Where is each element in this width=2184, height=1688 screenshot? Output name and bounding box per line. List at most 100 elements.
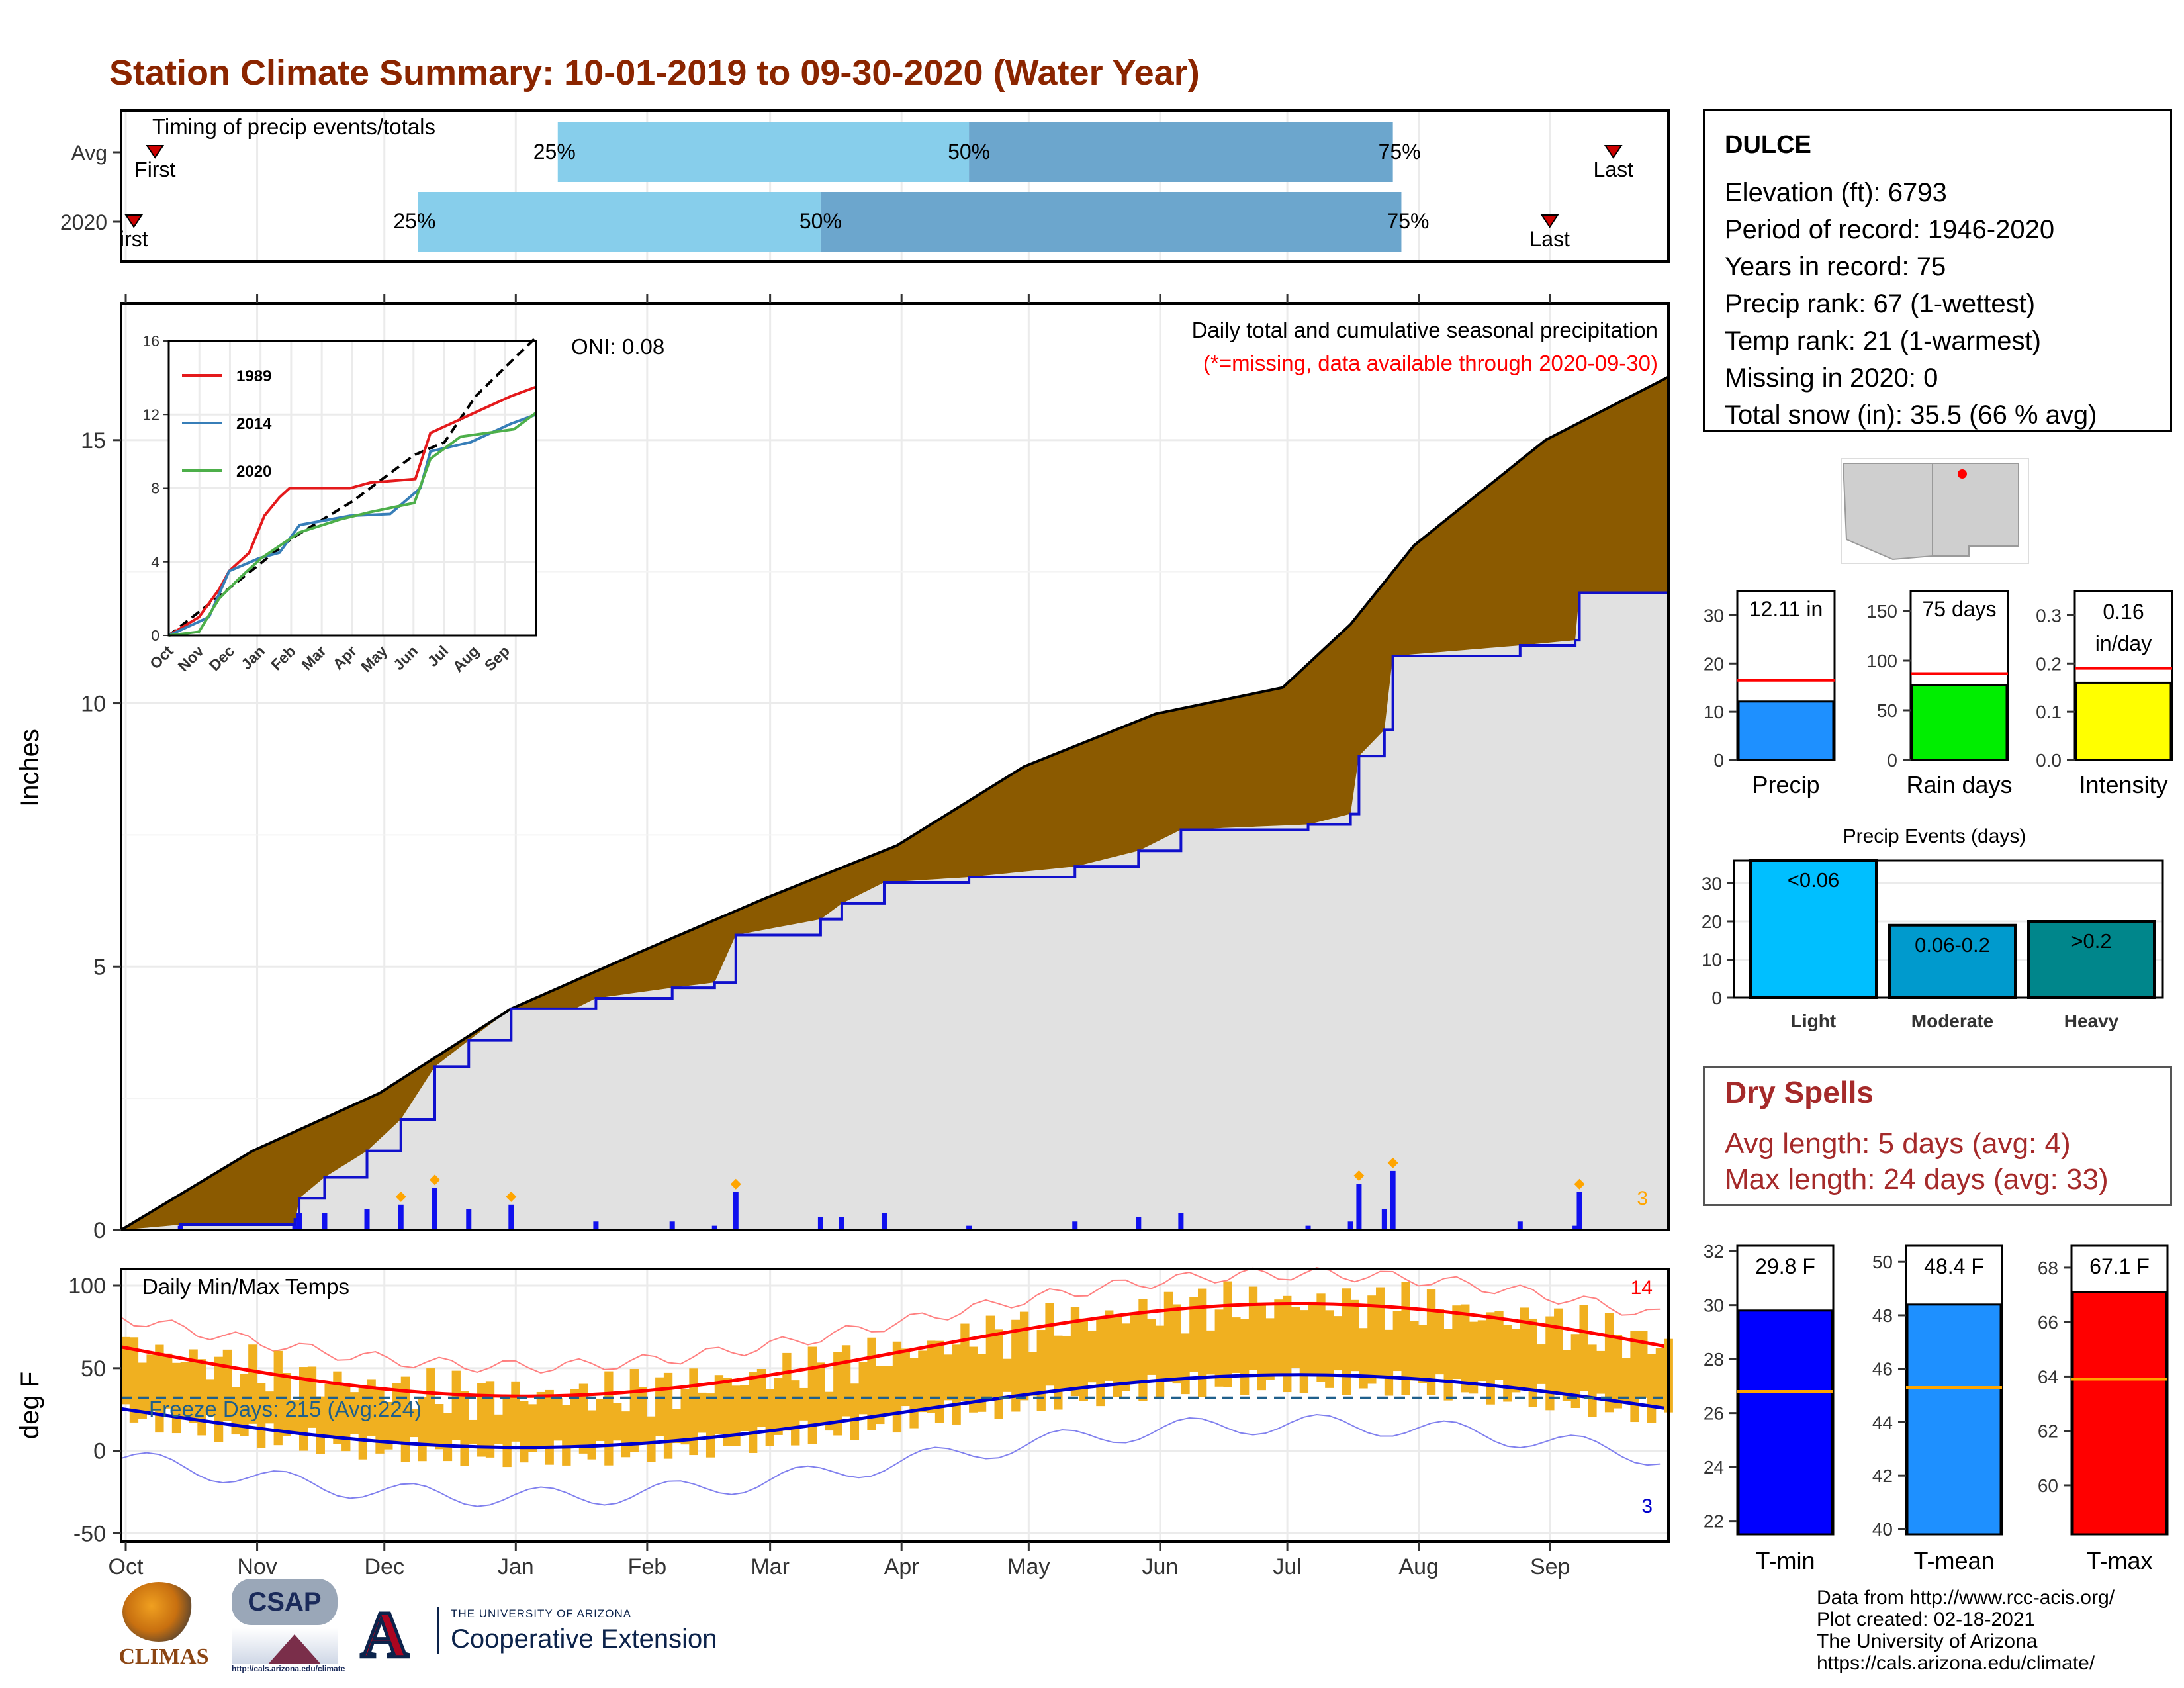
daily-temp-range-bar <box>1257 1302 1266 1391</box>
daily-precip-bar <box>177 1225 183 1230</box>
temp-y-axis-label: deg F <box>15 1372 44 1439</box>
daily-precip-bar <box>817 1217 823 1230</box>
daily-temp-range-bar <box>1214 1309 1224 1387</box>
dry-spells-avg: Avg length: 5 days (avg: 4) <box>1725 1127 2071 1160</box>
daily-temp-range-bar <box>850 1383 860 1440</box>
timing-bar-q2 <box>969 122 1393 182</box>
inset-y-tick-label: 12 <box>142 406 159 423</box>
small-bar-category-label: Rain days <box>1906 771 2012 798</box>
small-bar-category-label: Intensity <box>2079 771 2167 798</box>
daily-temp-range-bar <box>1647 1354 1657 1423</box>
station-line-missing: Missing in 2020: 0 <box>1725 363 1938 393</box>
daily-temp-range-bar <box>1172 1304 1181 1384</box>
daily-precip-bar <box>466 1209 472 1230</box>
daily-temp-range-bar <box>1342 1288 1351 1395</box>
events-bar-label: 0.06-0.2 <box>1915 933 1990 957</box>
daily-temp-range-bar <box>511 1381 520 1442</box>
small-bar-value-label: 12.11 in <box>1749 597 1823 621</box>
daily-temp-range-bar <box>1443 1329 1453 1401</box>
daily-temp-range-bar <box>833 1352 842 1436</box>
events-title: Precip Events (days) <box>1843 825 2026 847</box>
temp-bar-y-tick-label: 22 <box>1704 1511 1724 1532</box>
daily-temp-range-bar <box>1435 1309 1445 1375</box>
month-axis: Oct Nov Dec Jan Feb Mar Apr May Jun Jul Aug Sep <box>109 1542 1570 1579</box>
daily-temp-range-bar <box>994 1329 1003 1419</box>
footer-data-source: Data from http://www.rcc-acis.org/ <box>1817 1587 2115 1609</box>
daily-temp-range-bar <box>698 1392 707 1433</box>
daily-temp-range-bar <box>680 1389 690 1445</box>
temp-bar-y-tick-label: 40 <box>1872 1519 1893 1540</box>
station-line-snow: Total snow (in): 35.5 (66 % avg) <box>1725 400 2097 430</box>
first-event-label: irst <box>120 227 148 251</box>
daily-temp-range-bar <box>299 1367 308 1451</box>
daily-temp-range-bar <box>1316 1293 1326 1382</box>
daily-precip-bar <box>432 1188 438 1230</box>
small-bar-value <box>2075 681 2172 761</box>
small-bar-y-tick-label: 30 <box>1704 605 1724 626</box>
temp-bar-y-tick-label: 44 <box>1872 1412 1893 1432</box>
daily-temp-range-bar <box>189 1349 198 1423</box>
events-category-label: Light <box>1791 1011 1836 1031</box>
daily-temp-range-bar <box>587 1410 596 1460</box>
daily-temp-range-bar <box>638 1387 647 1443</box>
daily-precip-bar <box>1072 1221 1078 1230</box>
precip-daily-bars <box>177 1157 1585 1230</box>
daily-temp-range-bar <box>901 1348 910 1407</box>
month-label: Apr <box>884 1554 919 1579</box>
daily-temp-range-bar <box>1299 1310 1309 1393</box>
daily-temp-range-bar <box>1248 1286 1258 1370</box>
page-title: Station Climate Summary: 10-01-2019 to 0… <box>109 53 1200 93</box>
daily-temp-range-bar <box>316 1396 325 1454</box>
cumulative-2020-fill <box>121 592 1668 1230</box>
daily-temp-range-bar <box>435 1404 444 1450</box>
daily-temp-range-bar <box>1223 1281 1232 1387</box>
location-map <box>1841 458 2029 564</box>
daily-temp-range-bar <box>825 1391 834 1431</box>
month-label: May <box>1007 1554 1050 1579</box>
daily-precip-bar <box>322 1213 328 1230</box>
temp-bar-value <box>2071 1291 2167 1536</box>
timing-row-label: Avg <box>71 141 107 165</box>
daily-temp-range-bar <box>1426 1289 1436 1395</box>
last-event-label: Last <box>1529 227 1570 251</box>
climas-logo: CLIMAS <box>109 1582 218 1681</box>
precip-areas <box>120 375 1669 1231</box>
temp-bar-value <box>1906 1303 2002 1536</box>
events-bar <box>1749 859 1878 999</box>
csap-cloud-icon: CSAP <box>232 1579 338 1625</box>
events-y-tick-label: 0 <box>1711 988 1722 1008</box>
extreme-event-marker <box>395 1191 406 1202</box>
daily-temp-range-bar <box>341 1385 351 1452</box>
daily-temp-range-bar <box>553 1398 563 1441</box>
month-label: Feb <box>628 1554 667 1579</box>
inset-y-tick-label: 0 <box>151 627 159 644</box>
timing-p50-label: 50% <box>799 209 842 233</box>
daily-precip-bar <box>292 1225 298 1230</box>
daily-precip-bar <box>1356 1184 1362 1230</box>
footer-plot-created: Plot created: 02-18-2021 <box>1817 1609 2036 1630</box>
daily-temp-range-bar <box>723 1378 732 1446</box>
precip-y-tick-label: 15 <box>81 428 106 453</box>
daily-temp-range-bar <box>977 1354 987 1412</box>
daily-temp-range-bar <box>1655 1348 1665 1409</box>
timing-row-label: 2020 <box>60 211 107 234</box>
temp-panel: -50 0 50 100 deg F Daily Min/Max Temps Free… <box>15 1267 1673 1579</box>
station-line-precip-rank: Precip rank: 67 (1-wettest) <box>1725 289 2036 318</box>
cumulative-2020-line <box>121 591 1668 1231</box>
daily-temp-range-bar <box>663 1372 673 1459</box>
daily-precip-bar <box>733 1192 739 1230</box>
small-bar-y-tick-label: 150 <box>1866 601 1897 622</box>
footer-credits: Data from http://www.rcc-acis.org/ Plot … <box>1817 1587 2115 1674</box>
month-label: Sep <box>1530 1554 1570 1579</box>
month-label: Oct <box>109 1554 144 1579</box>
daily-temp-range-bar <box>485 1381 495 1458</box>
daily-temp-range-bar <box>1367 1295 1377 1384</box>
daily-temp-range-bar <box>197 1359 206 1436</box>
inset-frame <box>167 340 537 637</box>
station-name: DULCE <box>1725 131 1811 159</box>
daily-temp-range-bar <box>892 1341 902 1433</box>
temp-y-tick-label: -50 <box>73 1522 106 1547</box>
inset-legend-label: 1989 <box>236 367 271 385</box>
daily-temp-range-bar <box>536 1391 546 1449</box>
